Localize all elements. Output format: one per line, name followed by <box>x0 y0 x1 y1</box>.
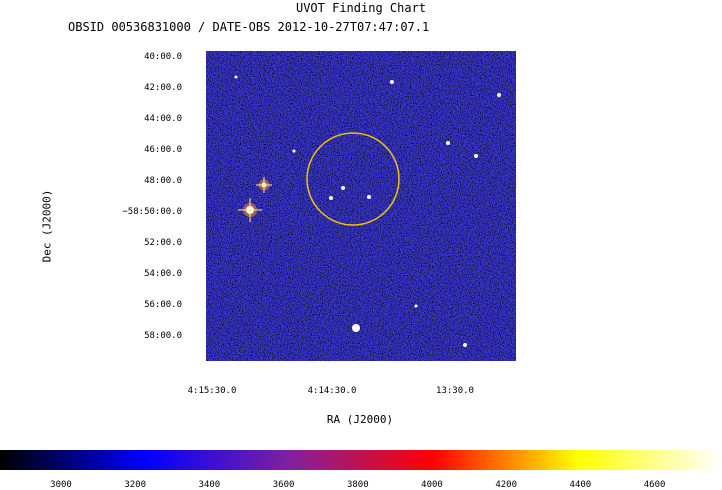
dec-tick-label: −58:50:00.0 <box>122 207 182 217</box>
dec-tick-label: 58:00.0 <box>144 331 182 341</box>
star <box>446 141 450 145</box>
colorbar-tick-label: 4200 <box>495 480 518 490</box>
star-spike <box>238 198 262 222</box>
star <box>414 304 418 308</box>
colorbar-tick-label: 3200 <box>124 480 147 490</box>
dec-tick-label: 40:00.0 <box>144 52 182 62</box>
ra-tick-label: 13:30.0 <box>436 386 474 396</box>
dec-tick-label: 54:00.0 <box>144 269 182 279</box>
star <box>329 196 333 200</box>
star <box>497 93 501 97</box>
dec-tick-label: 46:00.0 <box>144 145 182 155</box>
colorbar-tick-label: 3800 <box>346 480 369 490</box>
y-axis-label: Dec (J2000) <box>40 189 54 263</box>
chart-title: UVOT Finding Chart <box>295 1 427 15</box>
dec-tick-label: 44:00.0 <box>144 114 182 124</box>
colorbar-tick-label: 4400 <box>569 480 592 490</box>
dec-tick-label: 52:00.0 <box>144 238 182 248</box>
star <box>234 75 238 79</box>
star <box>341 186 345 190</box>
star <box>367 195 371 199</box>
ra-tick-label: 4:15:30.0 <box>187 386 237 396</box>
dec-tick-label: 42:00.0 <box>144 83 182 93</box>
star <box>463 343 467 347</box>
colorbar-tick-label: 3600 <box>272 480 295 490</box>
dec-tick-label: 56:00.0 <box>144 300 182 310</box>
sky-image <box>206 51 516 361</box>
colorbar-tick-label: 4000 <box>421 480 443 490</box>
colorbar <box>0 450 722 470</box>
source-region-circle <box>306 132 400 226</box>
colorbar-tick-label: 3000 <box>50 480 72 490</box>
dec-tick-label: 48:00.0 <box>144 176 182 186</box>
stars <box>234 75 501 347</box>
colorbar-tick-label: 4600 <box>643 480 666 490</box>
star <box>390 80 394 84</box>
chart-subtitle: OBSID 00536831000 / DATE-OBS 2012-10-27T… <box>68 20 430 34</box>
star-spike <box>256 177 272 193</box>
colorbar-tick-label: 3400 <box>198 480 221 490</box>
star <box>474 154 478 158</box>
x-axis-label: RA (J2000) <box>326 413 394 426</box>
noise-white <box>206 51 516 361</box>
ra-tick-label: 4:14:30.0 <box>307 386 357 396</box>
star <box>352 324 360 332</box>
star <box>292 149 296 153</box>
